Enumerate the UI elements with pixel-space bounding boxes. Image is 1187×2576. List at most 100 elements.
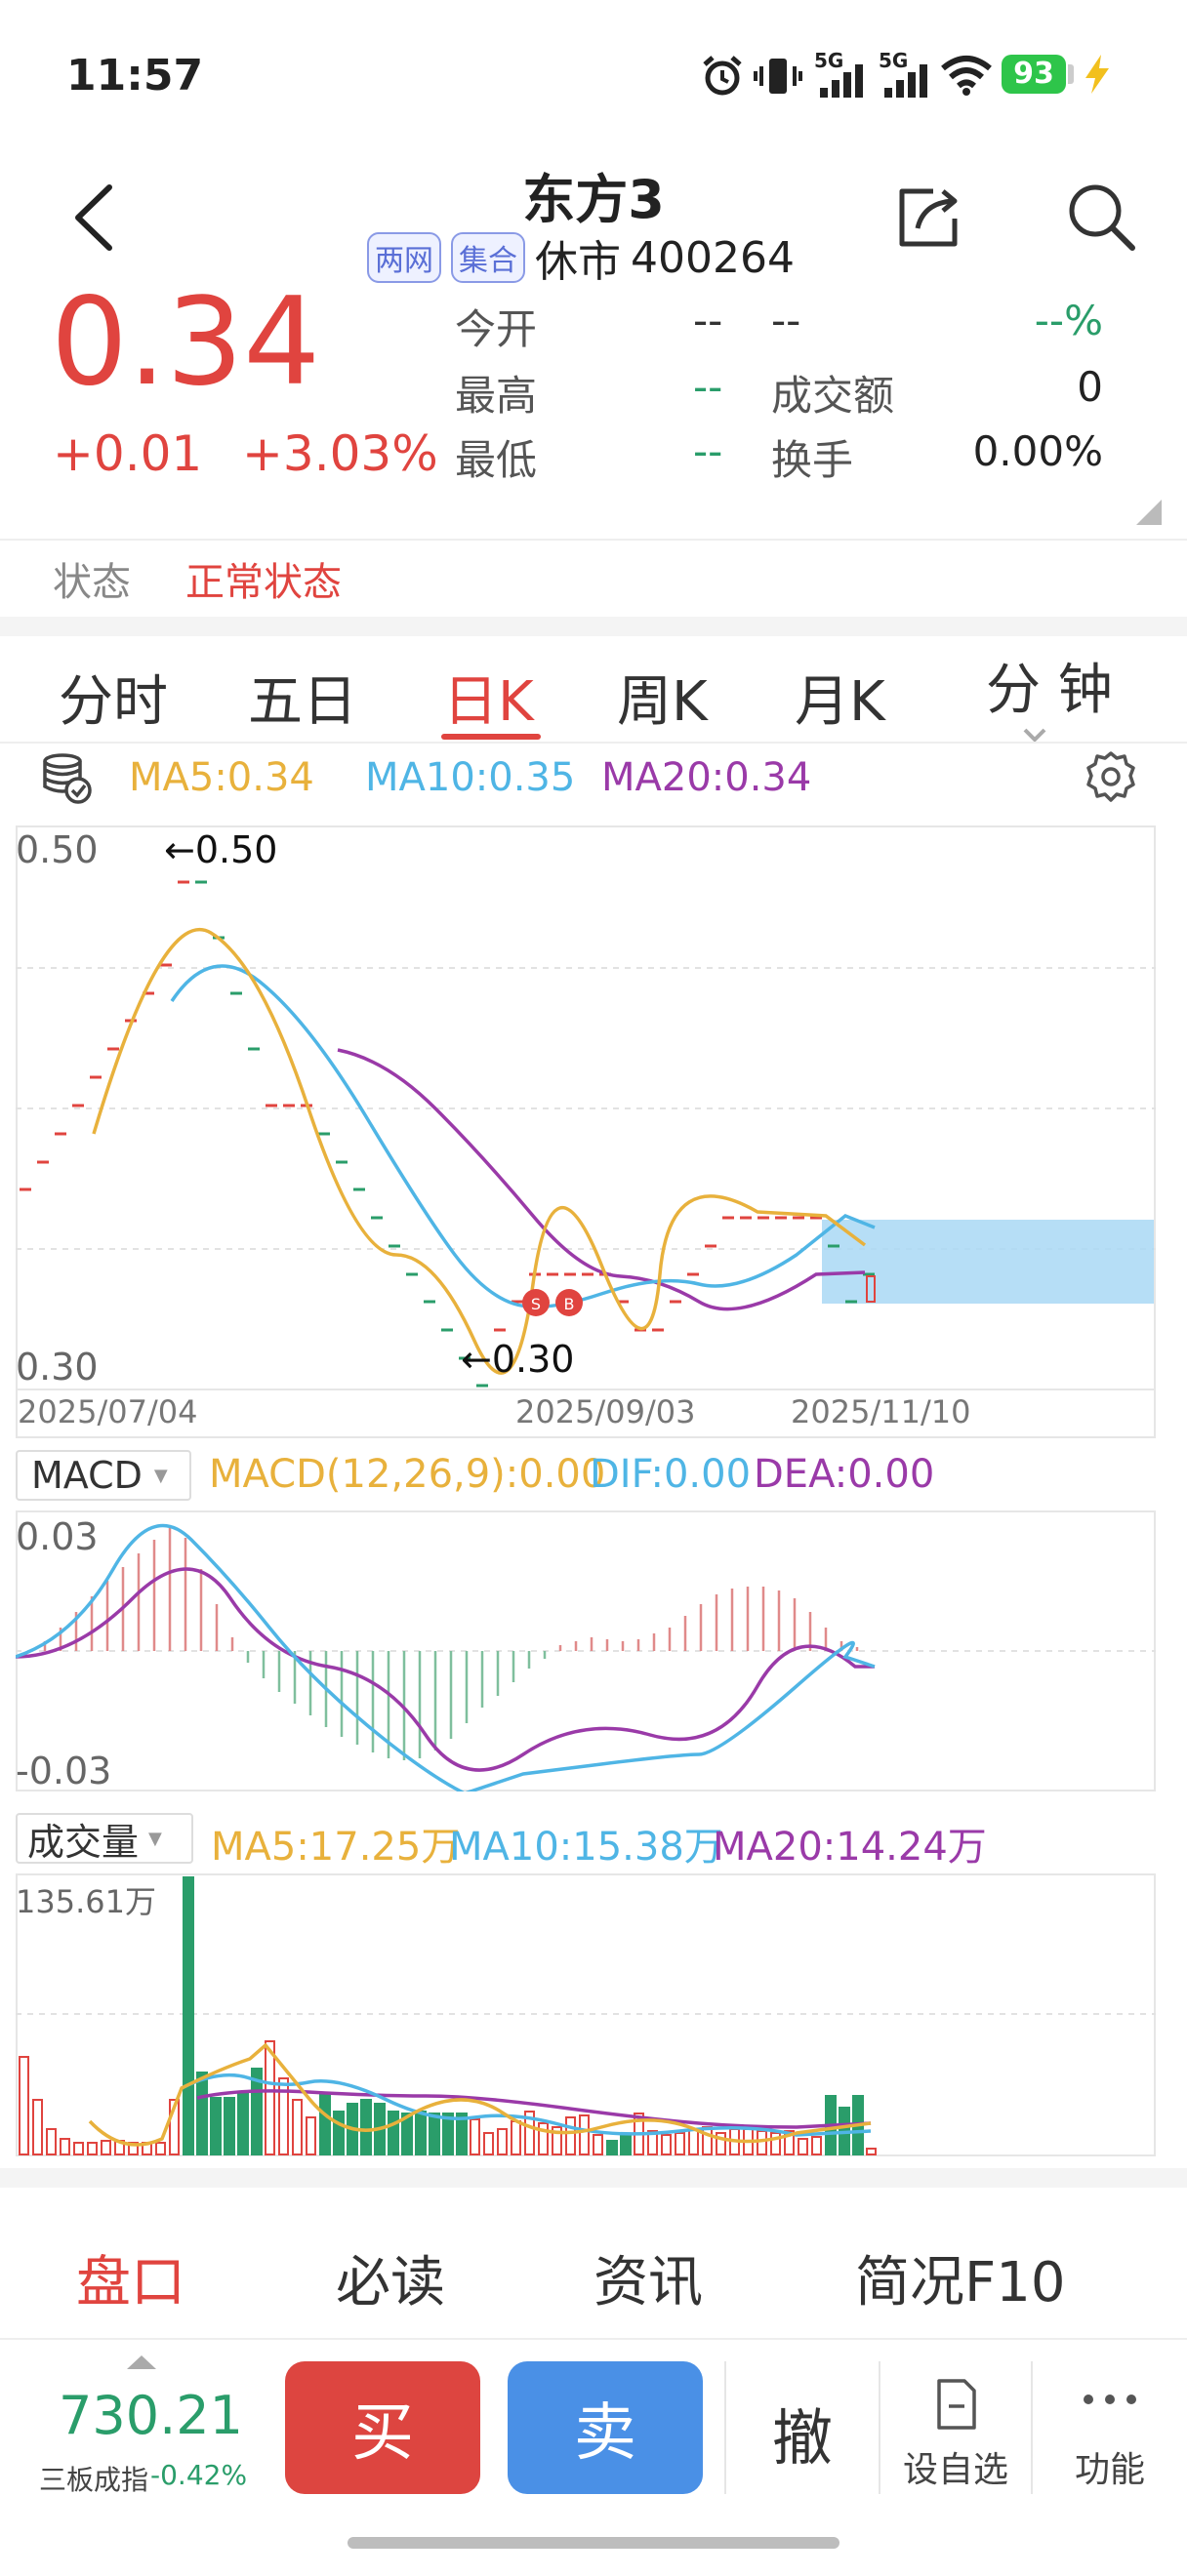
tab-active-indicator <box>441 734 541 740</box>
chart-tabs: 分时 五日 日K 周K 月K 分 钟 <box>0 636 1187 742</box>
kline-ma10-value: MA10:0.35 <box>365 755 576 800</box>
volume-ma20-line <box>196 2089 872 2129</box>
cancel-order-button[interactable]: 撤 <box>771 2402 833 2474</box>
home-indicator[interactable] <box>348 2537 839 2549</box>
high-label: 最高 <box>455 372 538 420</box>
watchlist-icon <box>937 2379 976 2430</box>
wifi-icon <box>941 56 992 96</box>
volume-ma5-line <box>88 2042 872 2147</box>
macd-chart[interactable]: 0.03 -0.03 <box>16 1510 1156 1791</box>
price-change-percent: +3.03% <box>242 425 438 482</box>
kline-ma5-value: MA5:0.34 <box>129 755 314 800</box>
network-5g-label-1: 5G <box>814 49 844 72</box>
volume-ma10-value: MA10:15.38万 <box>449 1825 723 1870</box>
dropdown-icon: ▼ <box>148 1828 162 1849</box>
tab-monthly-k[interactable]: 月K <box>795 670 885 734</box>
kline-min-marker: ←0.30 <box>461 1338 574 1381</box>
divider <box>0 539 1187 541</box>
divider <box>879 2361 880 2494</box>
index-value: 730.21 <box>59 2385 243 2446</box>
low-label: 最低 <box>455 436 538 484</box>
arrow-up-icon <box>127 2355 156 2369</box>
add-watchlist-button[interactable]: 设自选 <box>880 2371 1031 2490</box>
tab-minute[interactable]: 分 钟 <box>986 659 1113 722</box>
volume-ma10-line <box>181 2073 872 2137</box>
turnover-value: 0.00% <box>972 427 1103 475</box>
low-value: -- <box>693 427 723 475</box>
macd-histogram <box>43 1528 859 1760</box>
market-status: 休市 <box>535 237 621 287</box>
divider <box>0 742 1187 744</box>
volume-y-top: 135.61万 <box>16 1883 156 1920</box>
kline-date-end: 2025/11/10 <box>791 1393 970 1430</box>
tab-order-book[interactable]: 盘口 <box>76 2251 185 2314</box>
minute-dropdown-icon[interactable] <box>1023 728 1046 742</box>
kline-y-top: 0.50 <box>16 828 99 871</box>
dif-line <box>16 1523 876 1791</box>
sell-marker-icon <box>522 1289 550 1316</box>
expand-corner-icon[interactable] <box>1136 500 1162 525</box>
high-value: -- <box>693 363 723 411</box>
volume-ma5-value: MA5:17.25万 <box>211 1825 461 1870</box>
tab-five-day[interactable]: 五日 <box>248 670 357 734</box>
index-name: 三板成指 <box>39 2464 149 2496</box>
volume-bars <box>19 1876 877 2155</box>
sell-button[interactable]: 卖 <box>508 2361 703 2494</box>
battery-cap-icon <box>1068 64 1074 84</box>
dropdown-icon: ▼ <box>153 1465 168 1486</box>
alarm-icon <box>703 56 742 96</box>
tab-daily-k[interactable]: 日K <box>443 670 534 734</box>
network-5g-label-2: 5G <box>879 49 909 72</box>
kline-date-mid: 2025/09/03 <box>515 1393 695 1430</box>
volume-chart[interactable]: 135.61万 <box>16 1873 1156 2156</box>
watchlist-label: 设自选 <box>902 2450 1008 2490</box>
price-change: +0.01 <box>53 425 203 482</box>
status-time: 11:57 <box>66 51 204 101</box>
volume-selector[interactable]: 成交量 ▼ <box>16 1813 193 1864</box>
divider <box>0 2338 1187 2340</box>
stock-title: 东方3 <box>522 169 665 230</box>
index-ticker[interactable]: 730.21 三板成指 -0.42% <box>0 2342 283 2498</box>
last-price: 0.34 <box>51 272 321 413</box>
volume-selector-label: 成交量 <box>27 1820 140 1864</box>
buy-marker-label: B <box>564 1295 575 1313</box>
tab-news[interactable]: 资讯 <box>594 2251 703 2314</box>
kline-ma20-value: MA20:0.34 <box>601 755 812 800</box>
settings-icon[interactable] <box>1084 749 1138 804</box>
kline-date-start: 2025/07/04 <box>18 1393 197 1430</box>
section-gap <box>0 617 1187 636</box>
macd-selector[interactable]: MACD ▼ <box>16 1450 191 1501</box>
database-icon[interactable] <box>39 751 94 806</box>
ma5-line <box>92 927 867 1375</box>
vibrate-icon <box>754 59 802 94</box>
tab-intraday[interactable]: 分时 <box>59 670 168 734</box>
state-label: 状态 <box>53 560 131 605</box>
buy-button[interactable]: 买 <box>285 2361 480 2494</box>
open-extra-percent: --% <box>1034 297 1103 344</box>
more-icon <box>1084 2395 1136 2404</box>
info-tabs: 盘口 必读 资讯 简况F10 <box>0 2195 1187 2342</box>
battery-level: 93 <box>1013 57 1054 91</box>
battery-indicator: 93 <box>1002 55 1066 94</box>
stock-code: 400264 <box>631 232 795 283</box>
more-functions-button[interactable]: 功能 <box>1033 2371 1187 2490</box>
tab-weekly-k[interactable]: 周K <box>617 670 708 734</box>
open-extra-value: -- <box>771 297 801 344</box>
open-value: -- <box>693 297 723 344</box>
ma20-line <box>337 1048 866 1311</box>
kline-chart[interactable]: S B 0.50 0.30 ←0.50 ←0.30 2025/07/04 202… <box>16 825 1156 1438</box>
share-icon[interactable] <box>894 183 964 252</box>
kline-candles <box>20 880 876 1388</box>
index-change: -0.42% <box>150 2459 248 2491</box>
dea-line <box>16 1567 875 1772</box>
search-icon[interactable] <box>1064 180 1138 254</box>
back-icon[interactable] <box>68 181 119 254</box>
tab-f10-profile[interactable]: 简况F10 <box>855 2251 1066 2314</box>
macd-selector-label: MACD <box>31 1454 143 1497</box>
tab-must-read[interactable]: 必读 <box>336 2251 445 2314</box>
dea-value: DEA:0.00 <box>754 1452 935 1497</box>
badge-call-auction: 集合 <box>451 232 525 283</box>
amount-label: 成交额 <box>771 372 895 420</box>
amount-value: 0 <box>1077 363 1103 411</box>
macd-y-bottom: -0.03 <box>16 1750 111 1791</box>
